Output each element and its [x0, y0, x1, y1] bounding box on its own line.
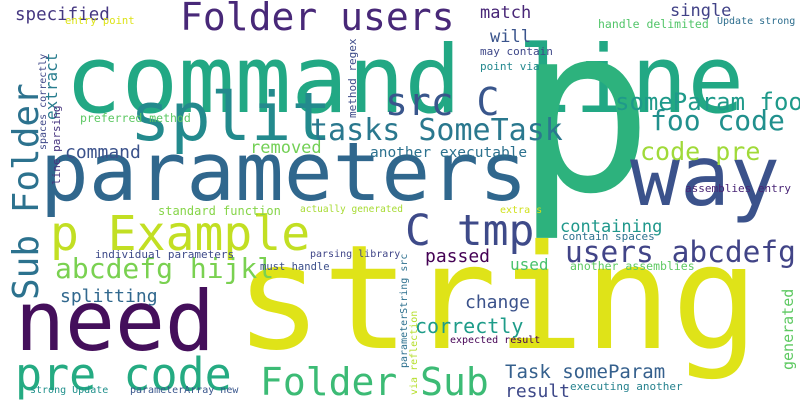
word: someParam foo: [615, 88, 800, 116]
word: method regex: [346, 38, 359, 118]
word: generated: [779, 289, 797, 370]
word: need: [15, 273, 215, 370]
word: p Example: [50, 206, 310, 262]
word: parameters: [40, 126, 528, 220]
word: strong Update: [30, 385, 108, 396]
word: line parsing: [50, 106, 63, 185]
word: command line: [65, 26, 744, 135]
word: Folder users: [180, 0, 455, 39]
word: actually generated: [300, 204, 403, 215]
word: p: [515, 0, 653, 245]
word: another assemblies: [570, 259, 695, 273]
word: tasks SomeTask: [310, 113, 563, 148]
word: splitting: [60, 286, 158, 307]
word: removed: [250, 138, 322, 158]
word: standard function: [158, 204, 281, 218]
word: another executable: [370, 145, 527, 161]
word: containing: [560, 217, 662, 237]
word: preferred method: [80, 111, 191, 125]
word: change: [465, 292, 530, 313]
word: Sub Folder: [6, 83, 47, 300]
word: src C: [385, 80, 499, 124]
word: parameterString src: [399, 254, 410, 368]
word: string: [235, 214, 759, 383]
word: Update strong: [717, 16, 795, 27]
word: must handle: [260, 261, 330, 273]
word: way: [630, 128, 780, 225]
word: assemblies entry: [685, 182, 791, 195]
word: match: [480, 3, 531, 23]
word: executing another: [570, 380, 683, 393]
word: Task someParam: [505, 361, 665, 383]
word: extract: [42, 53, 61, 120]
word: via reflection: [409, 311, 420, 395]
word: abcdefg hijkl: [55, 252, 274, 285]
word: may contain: [480, 45, 553, 58]
word: C tmp: [405, 206, 534, 256]
word: will: [490, 27, 531, 47]
word: extra s: [500, 205, 542, 216]
word: individual parameters: [95, 248, 234, 261]
word: foo code: [650, 104, 785, 137]
word: parameterArray new: [130, 385, 239, 396]
word: code pre: [640, 137, 760, 166]
word: parsing library: [310, 249, 400, 260]
word: single: [670, 1, 731, 21]
word: point via: [480, 60, 540, 73]
word: passed: [425, 246, 490, 267]
word: contain spaces: [562, 230, 655, 243]
word: users abcdefg: [565, 235, 796, 269]
word: entry point: [65, 15, 135, 27]
word: handle delimited: [598, 17, 709, 31]
word: pre code: [15, 348, 232, 400]
word: result: [505, 381, 570, 400]
word: spaces correctly: [38, 54, 49, 150]
word: specified: [15, 5, 110, 25]
word: Folder Sub: [260, 360, 489, 400]
word: used: [510, 255, 549, 274]
word: split: [130, 78, 332, 156]
word: command: [65, 142, 141, 163]
word: correctly: [415, 314, 523, 338]
word: expected result: [450, 335, 540, 346]
